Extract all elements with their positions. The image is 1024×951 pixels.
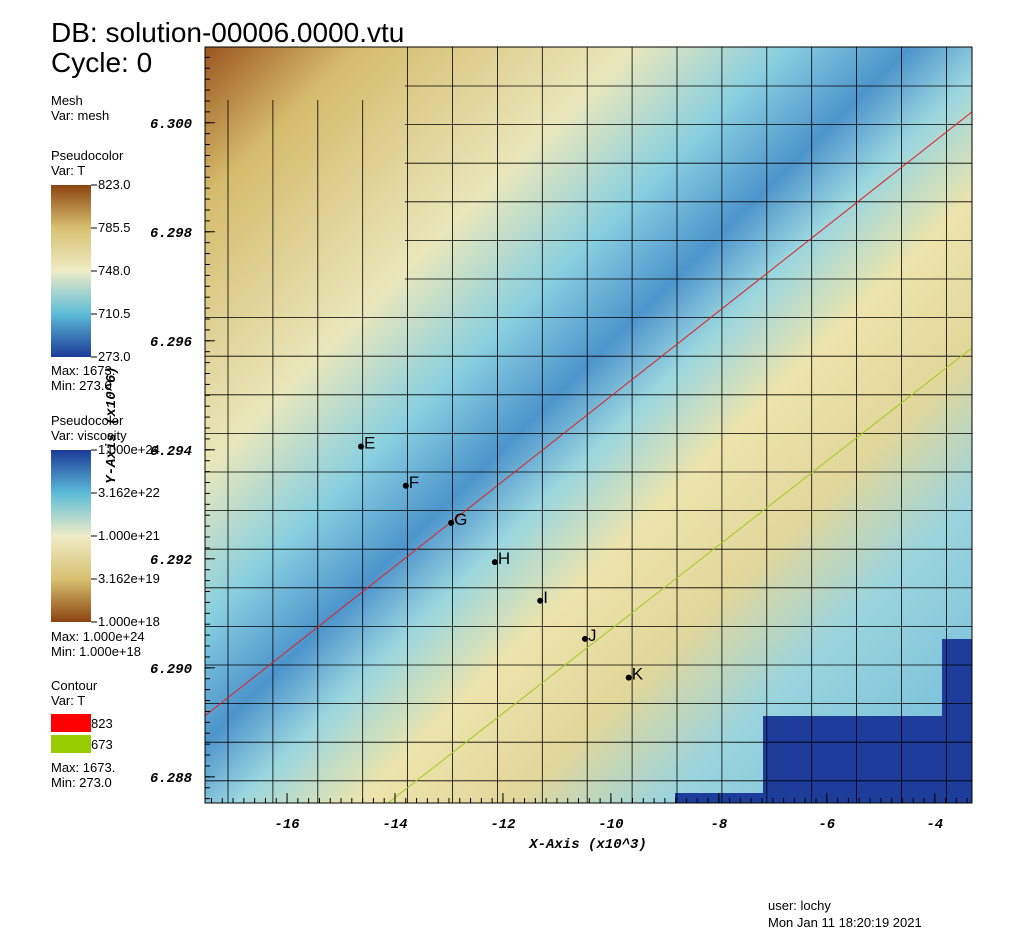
db-title: DB: solution-00006.0000.vtu: [51, 17, 404, 48]
legend-min: Min: 273.0: [51, 775, 112, 790]
colorbar-label: 1.000e+21: [98, 528, 160, 543]
contour-label: 823: [91, 716, 113, 731]
user: user: lochy: [768, 898, 831, 913]
point-label: K: [632, 665, 644, 684]
y-tick-label: 6.288: [150, 771, 193, 787]
colorbar-label: 3.162e+19: [98, 571, 160, 586]
colorbar: [51, 185, 91, 357]
contour-label: 673: [91, 737, 113, 752]
point: [537, 597, 544, 604]
legend-title: Pseudocolor: [51, 413, 124, 428]
y-axis-label: Y-Axis (x10^6): [104, 366, 120, 484]
y-tick-label: 6.292: [150, 553, 193, 569]
colorbar-label: 1.000e+18: [98, 614, 160, 629]
point: [581, 635, 588, 642]
colorbar-label: 1.000e+24: [98, 442, 160, 457]
x-axis-label: X-Axis (x10^3): [528, 837, 647, 853]
legend-min: Min: 1.000e+18: [51, 644, 141, 659]
legend-var: Var: T: [51, 693, 85, 708]
legend-title: Pseudocolor: [51, 148, 124, 163]
legend-max: Max: 1673.: [51, 363, 115, 378]
cycle: Cycle: 0: [51, 47, 152, 78]
point-label: E: [364, 434, 375, 453]
y-tick-label: 6.298: [150, 226, 193, 242]
legend-var: Var: T: [51, 163, 85, 178]
point-label: I: [543, 588, 548, 607]
legend-max: Max: 1673.: [51, 760, 115, 775]
point: [625, 674, 632, 681]
date: Mon Jan 11 18:20:19 2021: [768, 915, 922, 930]
colorbar-label: 785.5: [98, 220, 131, 235]
legend-max: Max: 1.000e+24: [51, 629, 145, 644]
x-tick-label: -12: [490, 817, 516, 833]
point: [491, 559, 498, 566]
y-tick-label: 6.296: [150, 335, 193, 351]
contour-line: [205, 111, 972, 717]
x-tick-label: -4: [926, 817, 943, 833]
legend-var: Var: mesh: [51, 108, 109, 123]
colorbar-label: 273.0: [98, 349, 131, 364]
colorbar-labels: 1.000e+24 3.162e+22 1.000e+21 3.162e+19 1.00…: [91, 442, 160, 629]
x-tick-label: -10: [598, 817, 623, 833]
block: [942, 639, 972, 716]
colorbar-labels: 823.0 785.5 748.0 710.5 273.0: [91, 177, 131, 364]
y-tick-label: 6.290: [150, 662, 192, 678]
x-tick-label: -16: [274, 817, 300, 833]
colorbar-label: 823.0: [98, 177, 131, 192]
point: [402, 482, 409, 489]
legend-var: Var: viscosity: [51, 428, 127, 443]
legend-title: Contour: [51, 678, 98, 693]
colorbar-label: 710.5: [98, 306, 131, 321]
contour-swatch: [51, 714, 91, 732]
field: [205, 47, 972, 803]
contour-line: [387, 347, 972, 803]
plot-area: [205, 47, 972, 803]
legend-title: Mesh: [51, 93, 83, 108]
legend-min: Min: 273.0: [51, 378, 112, 393]
y-tick-label: 6.294: [150, 444, 192, 460]
x-tick-label: -14: [382, 817, 407, 833]
x-tick-label: -6: [818, 817, 835, 833]
contour-swatch: [51, 735, 91, 753]
point-label: G: [454, 510, 467, 529]
point: [357, 443, 364, 450]
point-label: J: [588, 626, 597, 645]
y-tick-label: 6.300: [150, 117, 192, 133]
point-label: H: [498, 549, 510, 568]
colorbar: [51, 450, 91, 622]
colorbar-label: 3.162e+22: [98, 485, 160, 500]
point-label: F: [409, 473, 419, 492]
point: [448, 519, 455, 526]
mesh: [205, 47, 972, 803]
colorbar-label: 748.0: [98, 263, 131, 278]
plot-frame: [204, 46, 973, 804]
block: [763, 716, 972, 803]
x-tick-label: -8: [710, 817, 727, 833]
